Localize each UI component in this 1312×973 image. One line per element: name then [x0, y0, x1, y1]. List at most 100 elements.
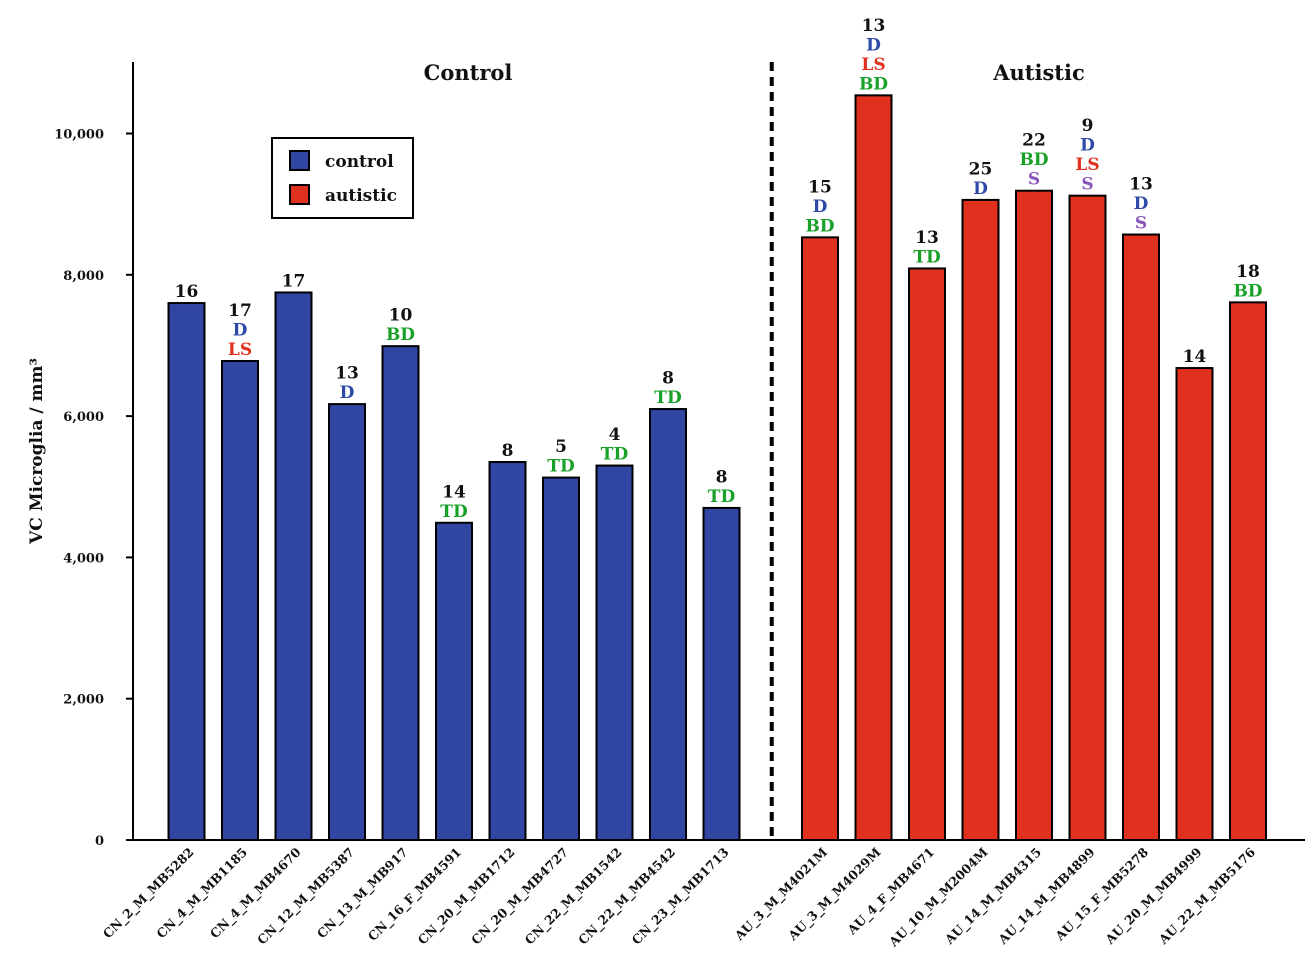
bar-label: 8: [716, 467, 728, 487]
bar: [595, 464, 634, 841]
x-tick-label: AU_3_M_M4021M: [731, 844, 831, 944]
x-tick-label: CN_2_M_MB5282: [100, 845, 197, 942]
legend: control autistic: [271, 137, 414, 219]
x-tick-label: CN_12_M_MB5387: [254, 845, 358, 949]
bar-label: TD: [913, 247, 941, 267]
y-tick-label: 0: [95, 834, 104, 849]
x-tick-label: CN_20_M_MB1712: [415, 845, 519, 949]
bar-label: 17: [282, 271, 306, 291]
bar: [1175, 367, 1214, 841]
bar-label: TD: [654, 388, 682, 408]
group-title-control: Control: [424, 60, 513, 85]
bar-label: TD: [440, 502, 468, 522]
x-tick-label: CN_16_F_MB4591: [365, 845, 465, 945]
x-tick-label: AU_14_M_MB4315: [941, 845, 1045, 949]
bar: [649, 408, 687, 841]
bar-label: D: [813, 197, 828, 217]
bar-label: 5: [555, 437, 567, 457]
legend-label: control: [325, 152, 394, 172]
bar-label: BD: [859, 74, 888, 94]
legend-swatch: [289, 184, 310, 205]
bar-label: TD: [708, 487, 736, 507]
bar-label: D: [233, 320, 248, 340]
legend-swatch: [289, 150, 310, 171]
bar-label: 16: [175, 282, 199, 302]
bar-label: BD: [386, 325, 415, 345]
bar-label: TD: [547, 457, 575, 477]
y-axis-label: VC Microglia / mm³: [27, 358, 47, 545]
bar: [702, 506, 741, 841]
bar-label: 4: [609, 425, 621, 445]
bar-label: S: [1081, 175, 1093, 195]
x-tick-label: AU_14_M_MB4899: [995, 845, 1099, 949]
bar-label: 13: [862, 16, 886, 36]
x-tick-label: CN_22_M_MB1542: [522, 845, 626, 949]
bar: [381, 345, 420, 841]
x-tick-label: AU_22_M_MB5176: [1155, 844, 1259, 948]
bar-label: 14: [442, 482, 466, 502]
x-tick-label: AU_20_M_MB4999: [1102, 845, 1206, 949]
bar-label: S: [1028, 170, 1040, 190]
bar-label: LS: [861, 55, 885, 75]
bar-label: 18: [1236, 262, 1260, 282]
bar-label: S: [1135, 214, 1147, 234]
bar-label: 13: [335, 364, 359, 384]
bar-label: 22: [1022, 131, 1046, 151]
bar: [908, 267, 946, 841]
bar: [801, 236, 839, 841]
group-title-autistic: Autistic: [992, 60, 1085, 85]
bar: [274, 291, 313, 841]
bar: [542, 476, 580, 841]
bar: [435, 521, 473, 841]
legend-label: autistic: [325, 186, 397, 206]
y-tick-label: 4,000: [63, 551, 104, 566]
bar: [1122, 233, 1160, 842]
bar-label: LS: [228, 340, 252, 360]
x-tick-label: CN_4_M_MB1185: [153, 845, 250, 942]
bar-label: D: [973, 179, 988, 199]
bar: [1015, 189, 1053, 841]
x-tick-label: AU_10_M_M2004M: [885, 844, 991, 950]
bar-label: BD: [805, 216, 834, 236]
bar: [328, 403, 366, 841]
bar-label: LS: [1075, 155, 1099, 175]
bar-label: 25: [969, 159, 993, 179]
bar-label: TD: [601, 445, 629, 465]
x-tick-label: AU_3_M_M4029M: [784, 844, 884, 944]
bar-label: 8: [662, 369, 674, 389]
y-tick-label: 6,000: [63, 410, 104, 425]
bar-label: 17: [228, 301, 252, 321]
x-tick-label: CN_4_M_MB4670: [207, 844, 305, 942]
bar-label: D: [1080, 136, 1095, 156]
x-tick-label: CN_13_M_MB917: [314, 845, 411, 942]
bar-label: D: [866, 35, 881, 55]
y-tick-label: 10,000: [54, 128, 104, 143]
bar-label: 9: [1082, 116, 1094, 136]
y-tick-label: 2,000: [63, 693, 104, 708]
bar-label: 13: [1129, 175, 1153, 195]
bar-label: 8: [502, 441, 514, 461]
bar-label: 13: [915, 228, 939, 248]
bar-label: D: [340, 383, 355, 403]
bar-label: BD: [1019, 150, 1048, 170]
bar-label: 14: [1183, 347, 1207, 367]
bar: [1068, 194, 1107, 841]
bar: [488, 461, 527, 841]
bar-label: 10: [389, 306, 413, 326]
bar: [854, 94, 893, 841]
x-tick-label: CN_23_M_MB1713: [629, 845, 733, 949]
y-tick-label: 8,000: [63, 269, 104, 284]
bar-label: D: [1134, 194, 1149, 214]
x-tick-label: AU_15_F_MB5278: [1052, 844, 1152, 944]
x-tick-label: CN_22_M_MB4542: [575, 845, 679, 949]
bar-label: BD: [1233, 281, 1262, 301]
x-tick-label: CN_20_M_MB4727: [468, 845, 572, 949]
bar: [1229, 301, 1267, 841]
bar: [167, 302, 206, 841]
bar-label: 15: [808, 177, 832, 197]
bar: [221, 359, 259, 841]
bar: [961, 198, 1000, 841]
bars: [167, 94, 1267, 842]
